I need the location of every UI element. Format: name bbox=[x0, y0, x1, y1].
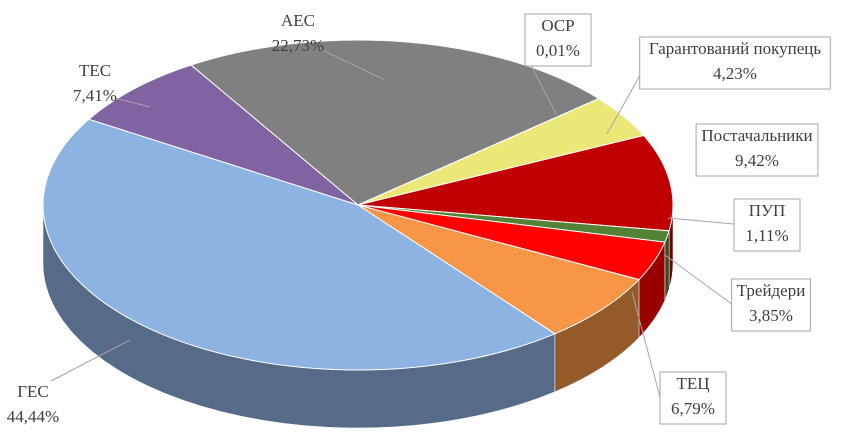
leader-line bbox=[50, 339, 131, 382]
category-label: ТЕС bbox=[79, 61, 111, 80]
value-label: 44,44% bbox=[7, 407, 59, 426]
label-box bbox=[731, 278, 811, 332]
labels: АЕС 22,73% ОСР 0,01% Гарантований покупець 4,… bbox=[7, 11, 831, 426]
label-box bbox=[524, 13, 592, 67]
category-label: АЕС bbox=[281, 11, 315, 30]
category-label: Постачальники bbox=[701, 126, 812, 145]
category-label: ТЕЦ bbox=[676, 374, 709, 393]
slice bbox=[190, 39, 600, 206]
leader-line bbox=[606, 75, 641, 135]
category-label: ГЕС bbox=[17, 382, 49, 401]
value-label: 4,23% bbox=[713, 64, 757, 83]
leader-line bbox=[317, 47, 386, 81]
pie-tops bbox=[42, 39, 674, 371]
label-box bbox=[639, 36, 831, 90]
label-box bbox=[659, 371, 727, 425]
value-label: 6,79% bbox=[671, 399, 715, 418]
leader-line bbox=[664, 254, 732, 305]
leader-line bbox=[114, 97, 151, 108]
slice bbox=[87, 64, 359, 206]
category-label: ОСР bbox=[541, 16, 574, 35]
slice bbox=[42, 118, 556, 371]
value-label: 7,41% bbox=[73, 86, 117, 105]
label-box bbox=[733, 198, 801, 252]
category-label: Трейдери bbox=[737, 281, 806, 300]
value-label: 1,11% bbox=[745, 226, 788, 245]
pie-sides bbox=[42, 204, 674, 429]
value-label: 22,73% bbox=[272, 36, 324, 55]
slice bbox=[357, 204, 640, 335]
value-label: 0,01% bbox=[536, 41, 580, 60]
category-label: ПУП bbox=[749, 201, 786, 220]
label-box bbox=[695, 123, 819, 177]
category-label: Гарантований покупець bbox=[649, 39, 822, 58]
slice bbox=[357, 134, 674, 232]
value-label: 3,85% bbox=[749, 306, 793, 325]
leader-line bbox=[667, 217, 735, 225]
value-label: 9,42% bbox=[735, 151, 779, 170]
leader-line bbox=[631, 291, 661, 398]
